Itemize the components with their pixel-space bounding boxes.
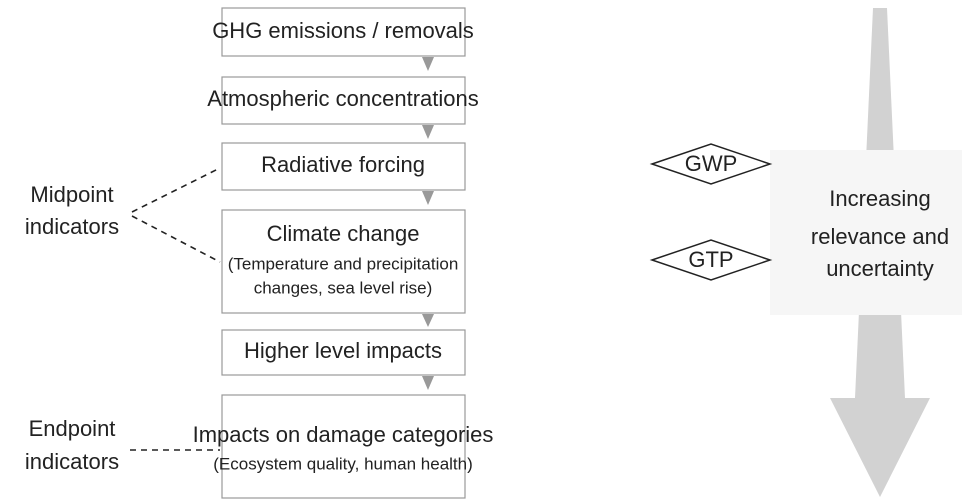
box-subtitle: (Temperature and precipitation [228,254,459,273]
metric-diamond [649,143,773,185]
box [221,76,466,125]
arrow-label-bg [770,150,962,315]
box-title: Impacts on damage categories [193,422,494,447]
midpoint-label: Midpoint [30,182,113,207]
midpoint-label: indicators [25,214,119,239]
box [221,7,466,57]
box [221,329,466,376]
connector [422,57,434,71]
box [221,209,466,314]
box-title: Climate change [267,221,420,246]
metric-diamond [649,239,773,281]
connector [422,191,434,205]
arrow-label: Increasing [829,186,931,211]
midpoint-link [131,167,221,263]
arrow-label: relevance and [811,224,949,249]
arrow-label: uncertainty [826,256,934,281]
metric-label: GTP [688,247,733,272]
box-subtitle: (Ecosystem quality, human health) [213,454,473,473]
box [221,394,466,499]
box-title: Radiative forcing [261,152,425,177]
box-title: GHG emissions / removals [212,18,474,43]
connector [422,314,434,327]
box [221,142,466,191]
box-title: Atmospheric concentrations [207,86,478,111]
box-title: Higher level impacts [244,338,442,363]
metric-label: GWP [685,151,738,176]
endpoint-label: indicators [25,449,119,474]
connector [422,125,434,139]
connector [422,376,434,390]
box-subtitle: changes, sea level rise) [254,278,433,297]
endpoint-label: Endpoint [29,416,116,441]
